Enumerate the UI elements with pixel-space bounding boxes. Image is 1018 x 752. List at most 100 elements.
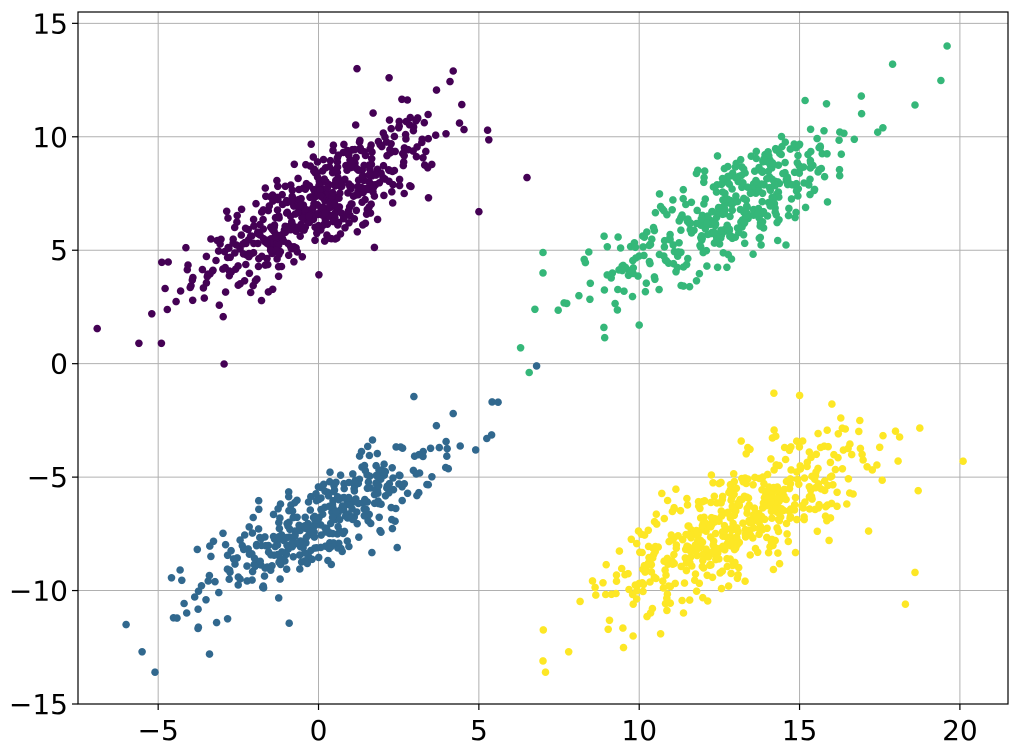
scatter-point [368,548,376,557]
scatter-point [264,288,273,296]
scatter-point [661,599,670,608]
scatter-point [233,211,241,220]
scatter-point [401,130,410,139]
scatter-point [727,496,735,505]
scatter-point [471,446,480,454]
scatter-point [199,284,208,292]
scatter-point [746,189,755,198]
scatter-point [823,198,832,206]
scatter-point [225,244,233,252]
scatter-point [223,615,232,623]
cluster-4 [539,389,967,676]
scatter-point [275,250,283,259]
data-points [93,42,967,676]
scatter-point [775,559,784,568]
scatter-point [859,456,867,464]
scatter-point [206,542,214,550]
scatter-point [614,233,622,241]
scatter-point [709,479,717,487]
scatter-point [677,226,685,234]
scatter-point [670,550,678,559]
scatter-point [758,189,767,198]
scatter-point [771,505,780,513]
scatter-point [660,514,669,523]
scatter-point [312,544,321,552]
scatter-point [254,262,263,271]
scatter-point [387,503,396,512]
scatter-point [835,165,844,174]
scatter-point [386,145,394,154]
scatter-point [483,126,492,134]
scatter-point [381,133,389,141]
scatter-point [435,443,444,452]
scatter-point [791,548,800,557]
scatter-point [237,231,246,239]
scatter-point [350,484,358,493]
scatter-point [795,391,804,400]
scatter-point [398,496,407,505]
scatter-point [844,444,852,453]
scatter-point [663,606,671,615]
scatter-point [288,186,297,195]
scatter-point [381,467,390,476]
scatter-point [385,116,394,124]
scatter-point [444,464,453,473]
scatter-point [678,535,687,544]
scatter-point [364,478,373,486]
scatter-point [655,285,663,294]
scatter-point [692,277,701,285]
scatter-point [608,269,617,277]
scatter-point [205,650,214,658]
scatter-point [395,480,403,488]
scatter-point [739,519,747,527]
scatter-point [338,502,347,511]
scatter-point [313,173,322,181]
scatter-point [744,443,752,452]
scatter-point [690,576,699,584]
x-tick-label: 15 [782,714,818,747]
scatter-point [353,165,361,173]
scatter-point [825,536,833,545]
scatter-point [911,101,919,109]
scatter-point [428,473,436,481]
scatter-point [357,183,366,192]
scatter-point [363,442,372,451]
scatter-point [683,494,691,503]
scatter-point [227,546,235,555]
scatter-point [743,509,751,517]
scatter-point [231,249,239,257]
scatter-point [732,507,740,515]
scatter-point [651,542,660,551]
scatter-point [158,258,166,267]
scatter-point [314,553,323,562]
scatter-point [237,205,246,214]
scatter-point [679,609,688,617]
scatter-point [298,540,307,549]
scatter-point [211,577,219,586]
scatter-point [679,282,688,290]
scatter-point [415,469,424,477]
scatter-point [702,545,710,553]
scatter-point [592,591,600,599]
scatter-point [791,493,800,502]
scatter-point [232,241,241,249]
scatter-point [217,235,225,244]
scatter-point [841,425,850,433]
scatter-point [428,160,436,169]
scatter-point [176,566,184,574]
scatter-point [190,593,199,601]
scatter-point [252,199,260,208]
scatter-point [274,182,282,191]
scatter-point [614,285,622,294]
scatter-point [817,164,826,173]
scatter-point [325,234,334,242]
scatter-point [278,548,286,556]
scatter-point [260,572,269,580]
scatter-point [287,501,295,509]
scatter-point [409,126,418,135]
scatter-point [352,497,360,506]
scatter-point [302,179,311,188]
scatter-point [624,569,632,578]
scatter-point [771,181,779,190]
